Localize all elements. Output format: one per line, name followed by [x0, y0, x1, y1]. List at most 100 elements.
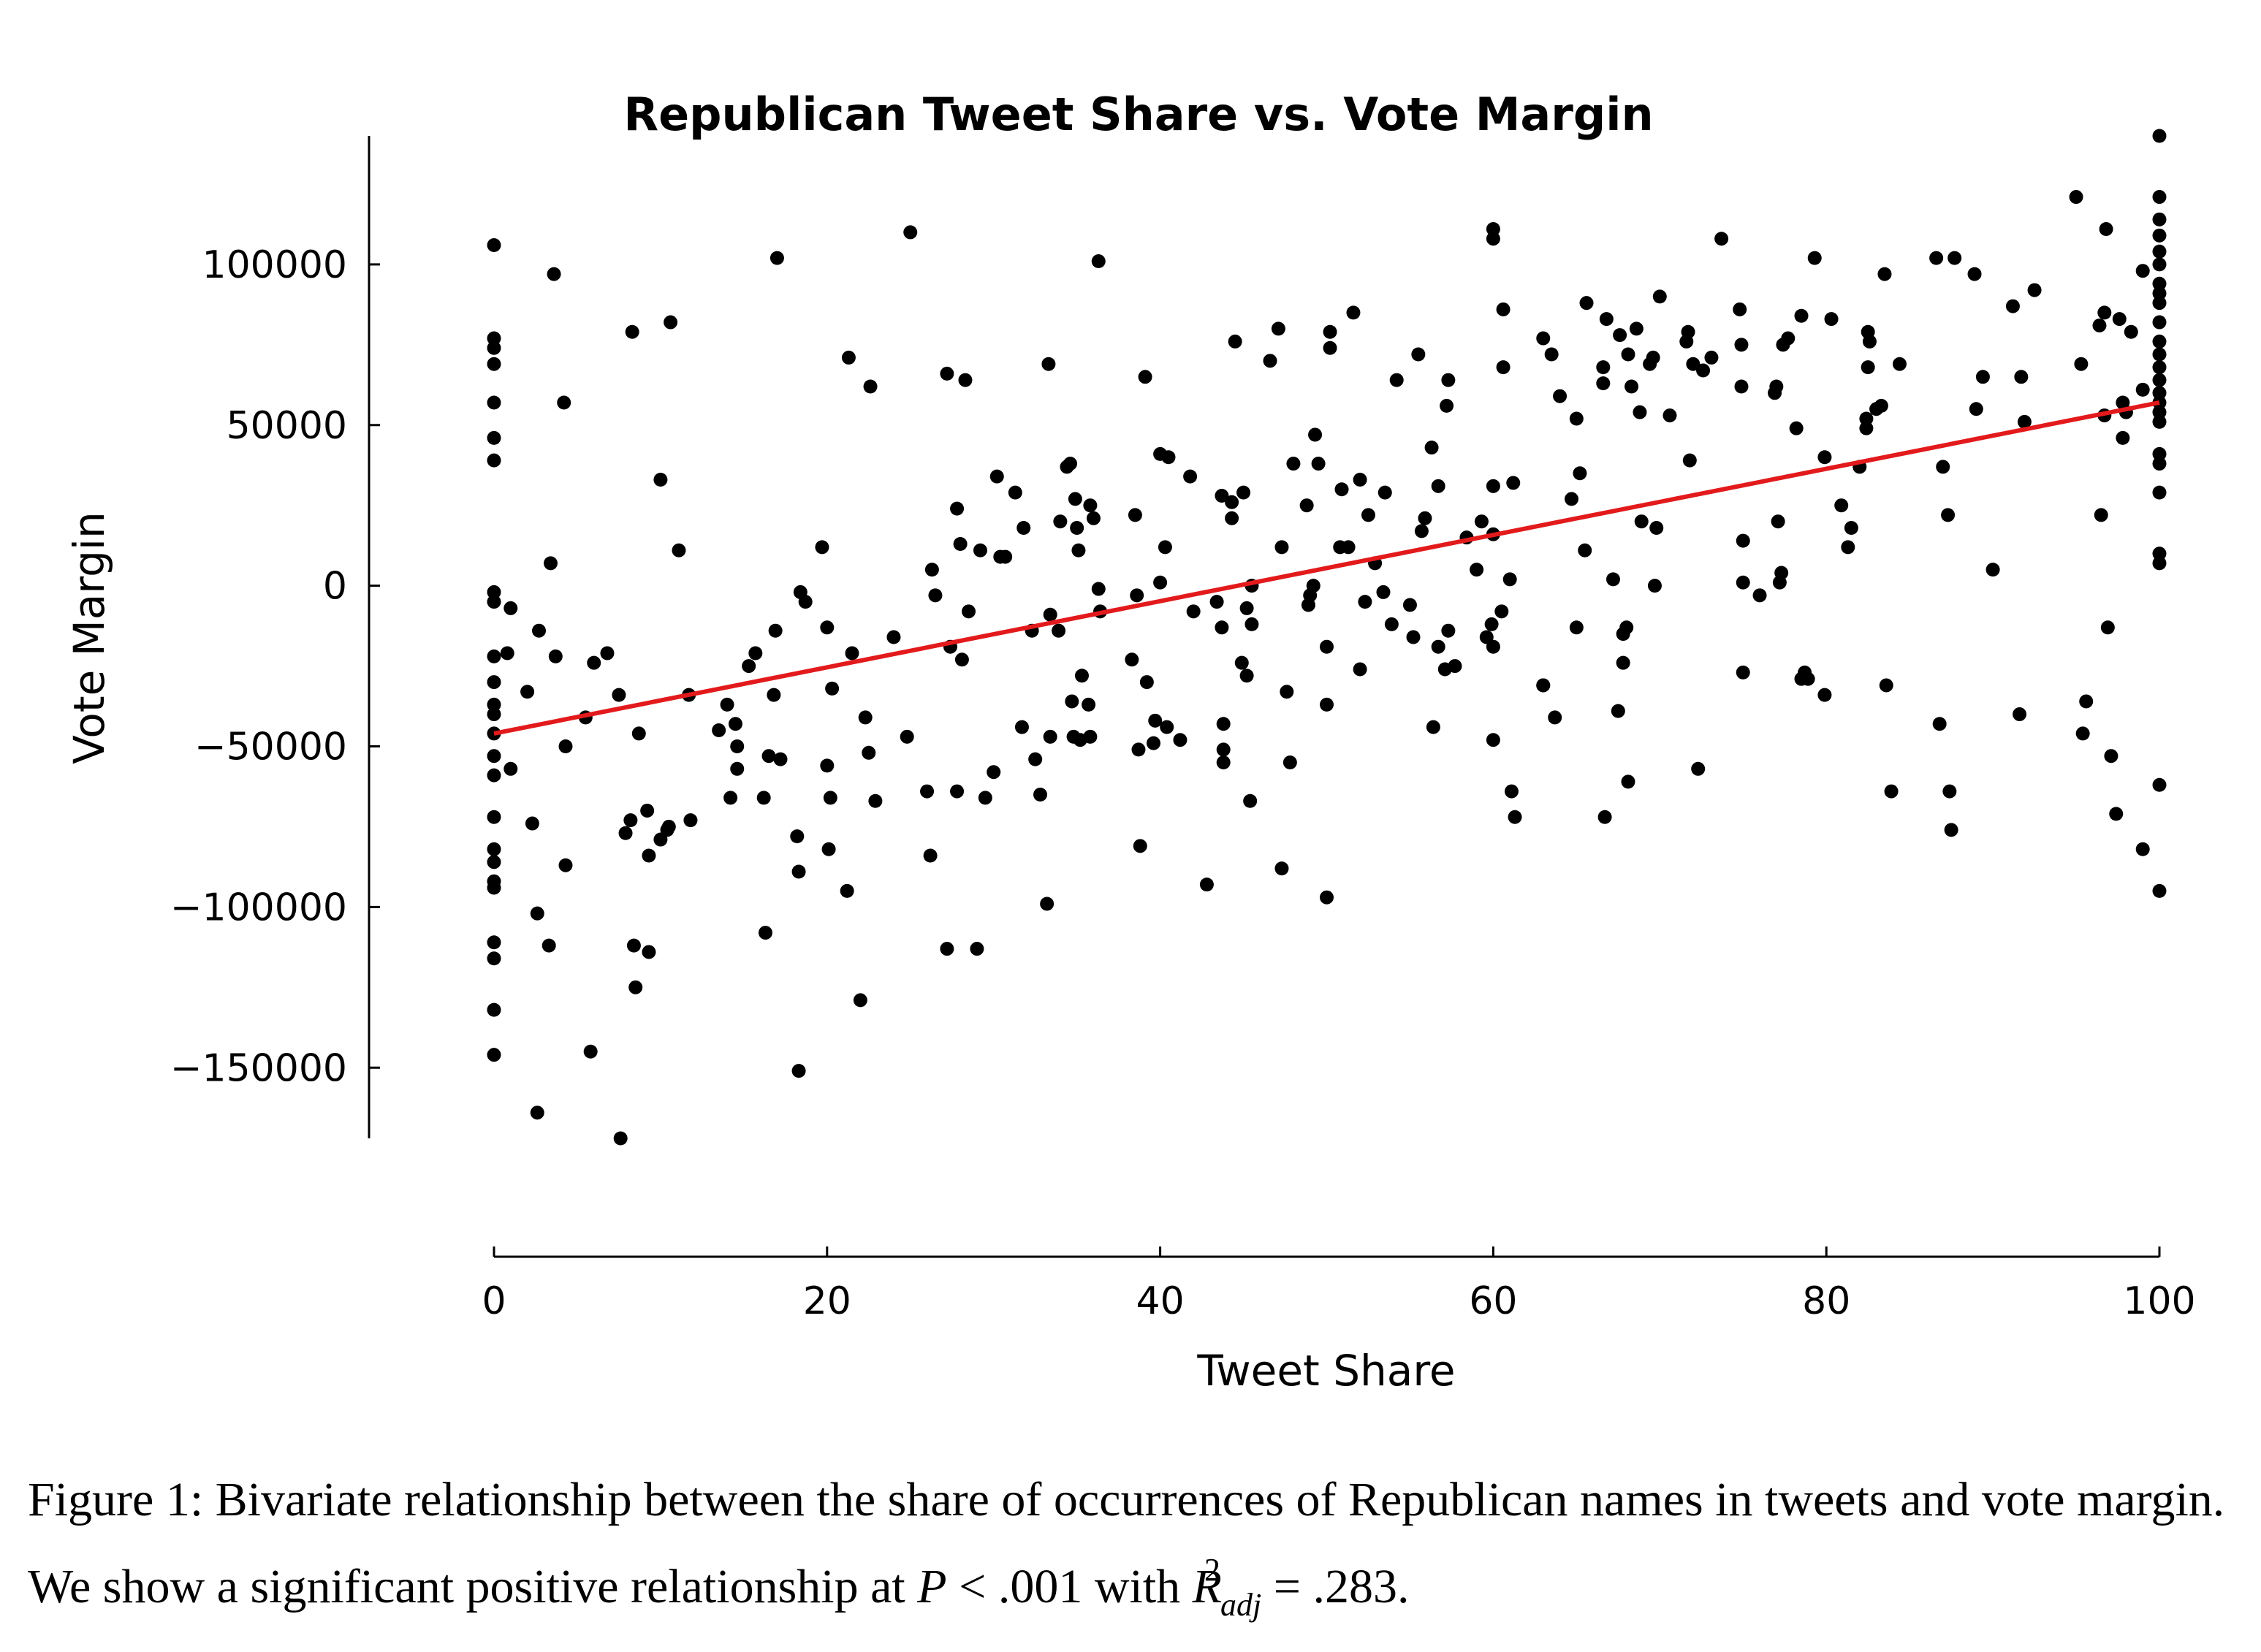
scatter-point: [626, 938, 641, 953]
scatter-point: [1308, 427, 1323, 442]
scatter-point: [1271, 321, 1285, 336]
scatter-point: [532, 623, 547, 638]
scatter-point: [862, 745, 876, 760]
scatter-point: [487, 238, 501, 253]
scatter-point: [487, 453, 501, 468]
scatter-point: [1376, 585, 1391, 599]
scatter-point: [2152, 485, 2167, 500]
scatter-point: [1053, 514, 1068, 529]
scatter-point: [1789, 421, 1804, 435]
scatter-point: [1771, 514, 1785, 529]
scatter-point: [1244, 617, 1259, 631]
scatter-point: [2152, 414, 2167, 429]
scatter-point: [2152, 373, 2167, 387]
regression-fit-line: [493, 400, 2160, 736]
scatter-point: [1496, 360, 1510, 375]
scatter-point: [1633, 405, 1647, 419]
scatter-point: [758, 926, 772, 940]
scatter-point: [756, 791, 771, 805]
scatter-point: [940, 942, 954, 956]
scatter-point: [1071, 543, 1086, 557]
scatter-point: [1941, 508, 1956, 522]
scatter-point: [1621, 347, 1635, 362]
scatter-point: [2152, 360, 2167, 375]
scatter-point: [1929, 251, 1944, 265]
scatter-point: [558, 739, 573, 754]
scatter-point: [2079, 694, 2094, 709]
scatter-point: [1209, 595, 1224, 609]
chart-title: Republican Tweet Share vs. Vote Margin: [623, 88, 1653, 141]
scatter-point: [1736, 533, 1750, 548]
scatter-point: [2069, 190, 2083, 205]
y-tick-label: 0: [323, 565, 347, 609]
scatter-point: [742, 659, 756, 674]
scatter-point: [1074, 669, 1089, 683]
scatter-point: [1569, 620, 1584, 635]
scatter-point: [2013, 707, 2027, 722]
scatter-point: [1942, 784, 1957, 799]
scatter-point: [823, 791, 837, 805]
scatter-point: [2109, 807, 2124, 821]
scatter-point: [2152, 212, 2167, 227]
caption-p-variable: P: [917, 1560, 947, 1613]
scatter-point: [1234, 655, 1249, 670]
scatter-point: [664, 315, 678, 330]
scatter-point: [1502, 572, 1517, 587]
scatter-point: [1082, 697, 1096, 712]
scatter-point: [642, 945, 656, 959]
scatter-point: [900, 729, 914, 744]
y-tick-label: 100000: [202, 243, 347, 287]
scatter-point: [2152, 257, 2167, 272]
scatter-point: [1186, 604, 1201, 619]
scatter-point: [2094, 508, 2108, 522]
scatter-point: [1311, 457, 1326, 471]
scatter-point: [1063, 457, 1078, 471]
scatter-point: [962, 604, 976, 619]
scatter-point: [1440, 398, 1454, 413]
scatter-point: [1431, 479, 1445, 493]
scatter-point: [903, 225, 918, 240]
scatter-point: [613, 1131, 628, 1146]
scatter-point: [487, 707, 501, 722]
scatter-point: [557, 395, 571, 410]
scatter-point: [950, 784, 965, 799]
scatter-point: [2112, 312, 2127, 327]
scatter-point: [2014, 370, 2029, 384]
scatter-point: [2152, 547, 2167, 561]
scatter-point: [1173, 733, 1188, 747]
scatter-point: [1041, 357, 1056, 371]
figure-caption: Figure 1: Bivariate relationship between…: [28, 1465, 2249, 1640]
scatter-point: [530, 1105, 544, 1120]
scatter-point: [2152, 386, 2167, 400]
scatter-point: [1892, 357, 1907, 371]
scatter-point: [653, 832, 668, 847]
scatter-point: [1148, 713, 1163, 728]
scatter-point: [1043, 607, 1057, 622]
scatter-point: [1346, 305, 1361, 320]
scatter-point: [820, 758, 835, 773]
scatter-point: [1146, 736, 1160, 750]
scatter-point: [487, 842, 501, 856]
scatter-point: [748, 646, 763, 661]
scatter-point: [1091, 254, 1106, 268]
scatter-point: [1967, 267, 1982, 281]
scatter-point: [631, 726, 646, 741]
scatter-point: [953, 536, 968, 551]
scatter-point: [487, 340, 501, 355]
scatter-point: [487, 697, 501, 712]
scatter-point: [487, 395, 501, 410]
scatter-point: [487, 649, 501, 663]
scatter-point: [1323, 340, 1337, 355]
scatter-point: [1130, 588, 1144, 603]
scatter-point: [543, 556, 558, 571]
scatter-point: [1508, 810, 1522, 824]
scatter-point: [1486, 232, 1500, 246]
y-axis-ticks: 100000 50000 0 −50000 −100000 −150000: [170, 243, 380, 1090]
scatter-point: [1975, 370, 1990, 384]
scatter-point: [487, 749, 501, 764]
scatter-point: [653, 473, 668, 487]
scatter-point: [1599, 312, 1614, 327]
scatter-point: [920, 784, 935, 799]
scatter-point: [1621, 774, 1635, 789]
scatter-point: [1320, 697, 1334, 712]
